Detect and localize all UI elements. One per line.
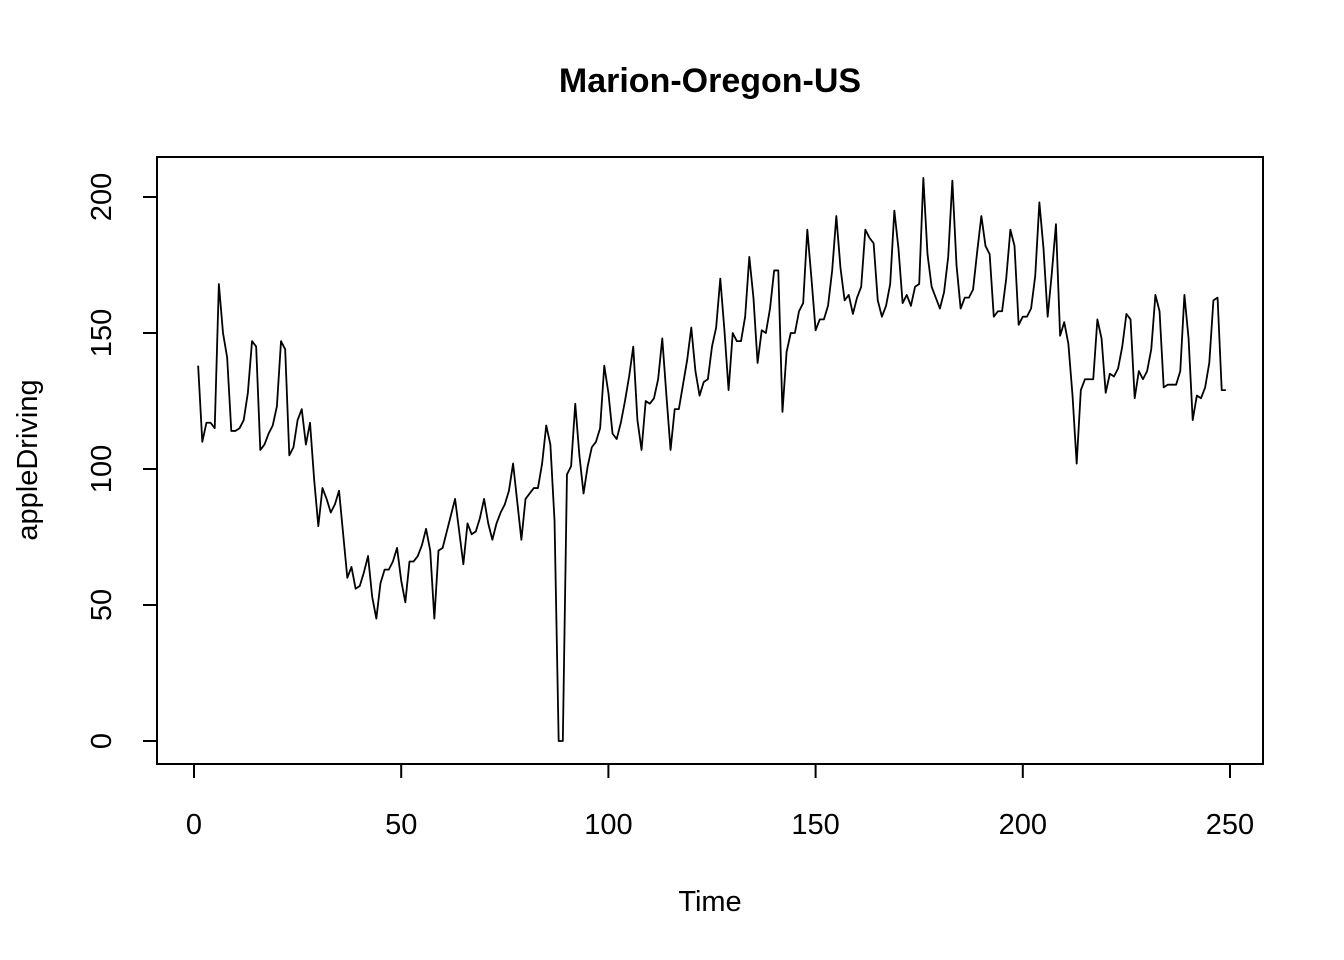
y-tick-label: 50: [86, 589, 118, 621]
x-axis-label: Time: [678, 886, 741, 918]
plot-frame: [156, 156, 1264, 765]
x-axis: 0 50 100 150 200 250: [186, 763, 1254, 841]
x-tick-label: 150: [791, 809, 839, 841]
y-tick-label: 100: [86, 445, 118, 493]
series-line: [197, 177, 1226, 742]
y-axis-label: appleDriving: [12, 379, 44, 540]
y-tick-label: 200: [86, 173, 118, 221]
y-tick-label: 150: [86, 309, 118, 357]
x-tick-label: 0: [186, 809, 202, 841]
chart-title: Marion-Oregon-US: [559, 62, 861, 100]
x-tick-label: 100: [584, 809, 632, 841]
x-tick-label: 50: [385, 809, 417, 841]
y-axis: 0 50 100 150 200: [86, 173, 158, 749]
series-layer: [197, 177, 1226, 742]
x-tick-label: 200: [999, 809, 1047, 841]
y-tick-label: 0: [86, 733, 118, 749]
x-tick-label: 250: [1206, 809, 1254, 841]
